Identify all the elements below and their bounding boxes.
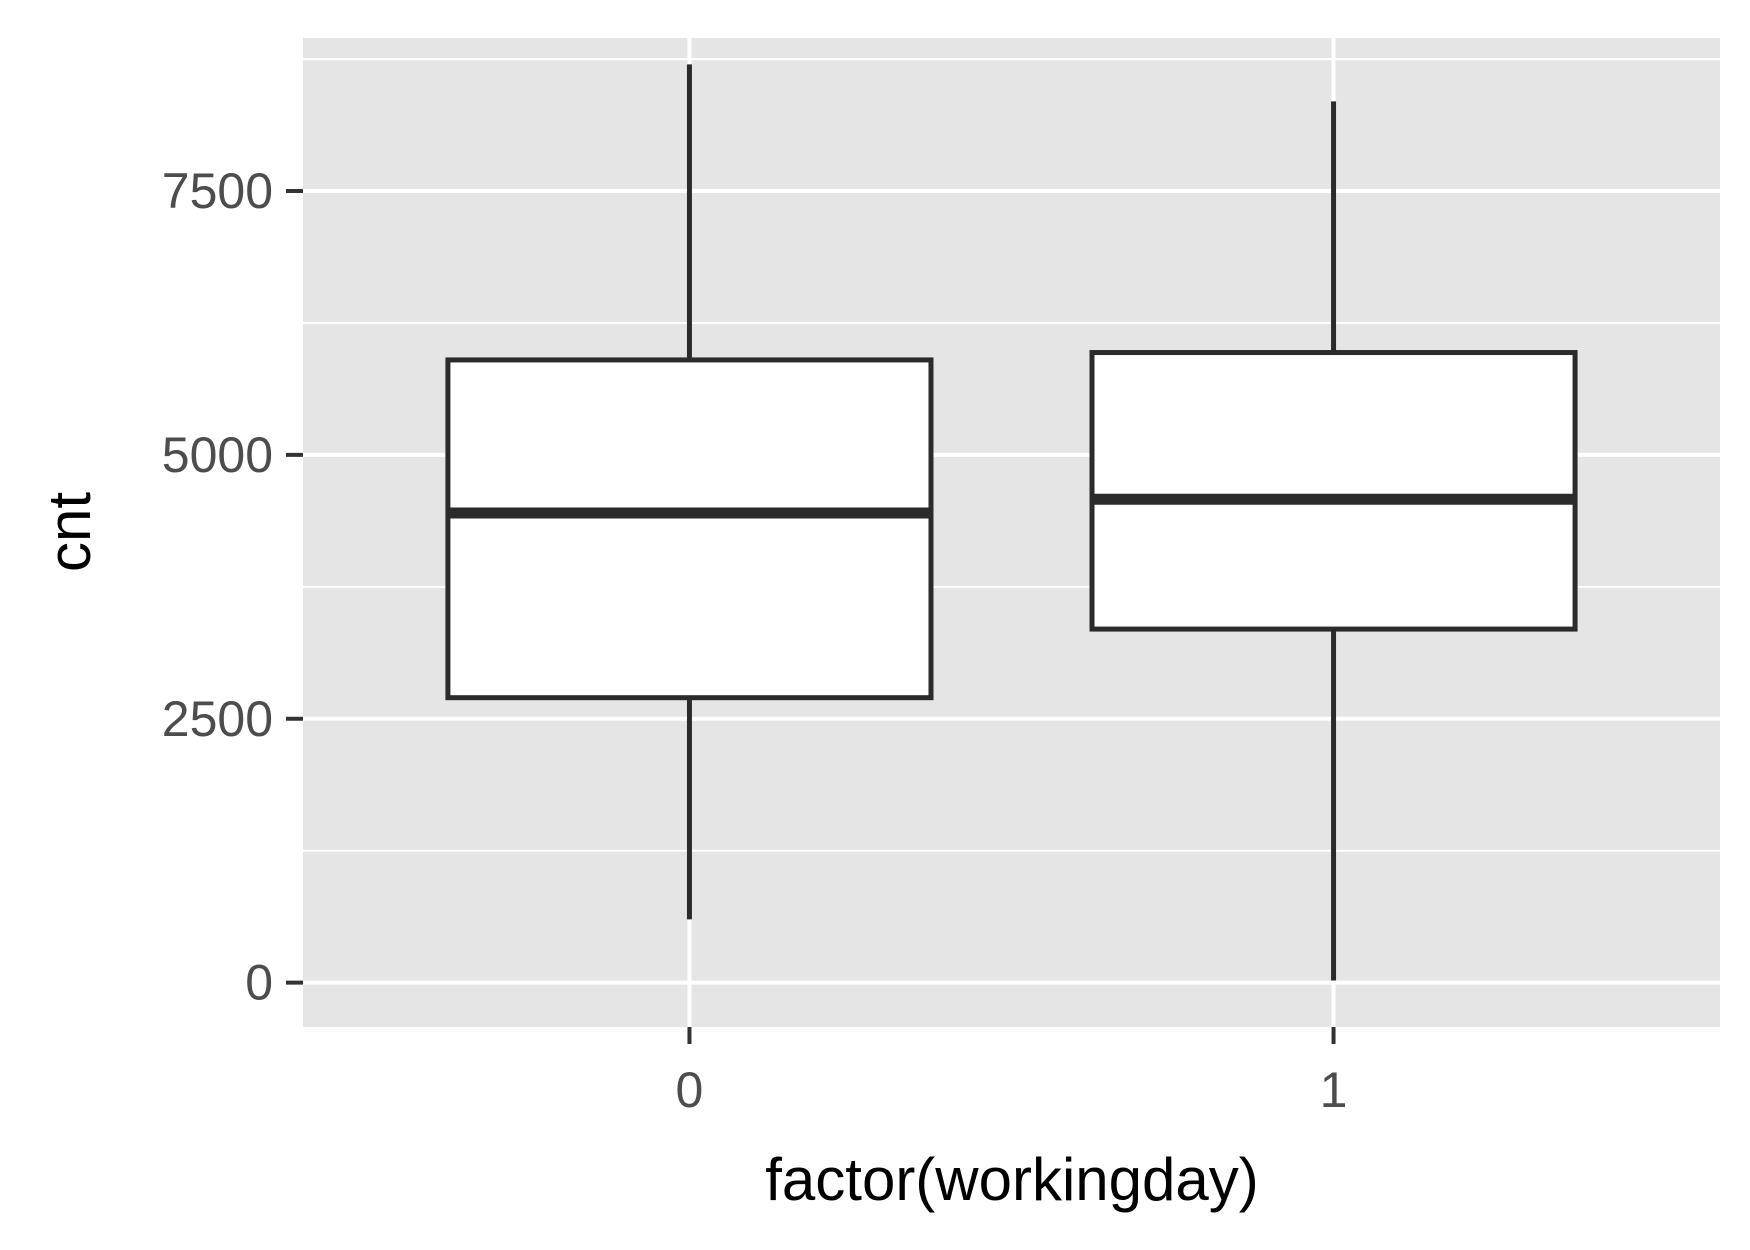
y-tick-label: 0	[245, 955, 273, 1011]
box-series	[445, 64, 1578, 981]
y-tick-label: 2500	[162, 691, 273, 747]
box	[445, 357, 934, 701]
x-tick-label: 1	[1320, 1062, 1348, 1118]
y-axis: 0 2500 5000 7500	[162, 163, 303, 1011]
x-tick-label: 0	[676, 1062, 704, 1118]
y-axis-title: cnt	[36, 492, 103, 572]
x-axis-title: factor(workingday)	[765, 1146, 1259, 1213]
box	[1089, 350, 1578, 632]
y-tick-label: 5000	[162, 427, 273, 483]
y-tick-label: 7500	[162, 163, 273, 219]
